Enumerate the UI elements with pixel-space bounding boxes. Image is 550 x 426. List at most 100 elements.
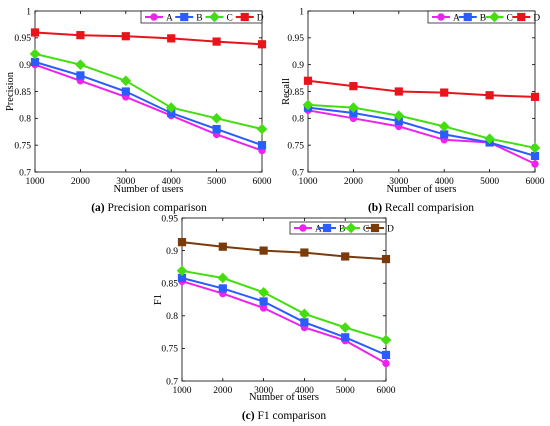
data-point	[121, 87, 130, 96]
legend-marker	[150, 13, 158, 21]
y-tick-label: 0.7	[19, 168, 31, 178]
data-point	[165, 102, 177, 113]
chart-caption: (c) F1 comparison	[242, 410, 327, 422]
caption-label: (c)	[242, 410, 255, 422]
data-point	[75, 59, 86, 70]
legend-box	[289, 221, 387, 235]
data-point	[381, 350, 391, 360]
y-tick-label: 0.7	[292, 168, 304, 178]
y-axis-label: Recall	[281, 78, 292, 105]
x-tick-label: 1000	[26, 177, 45, 187]
data-point	[302, 99, 314, 111]
legend-marker	[209, 11, 220, 23]
data-point	[339, 322, 351, 333]
x-tick-label: 4000	[162, 177, 181, 187]
y-axis-label: Precision	[5, 71, 16, 111]
series-line	[181, 241, 387, 261]
data-point	[120, 75, 132, 87]
data-point	[218, 242, 227, 251]
legend: A B C D	[427, 10, 540, 24]
y-tick-label: 0.95	[161, 214, 178, 224]
caption-label: (b)	[368, 202, 382, 214]
data-point	[438, 121, 450, 132]
series-D	[303, 76, 540, 101]
data-point	[212, 37, 221, 46]
data-point	[299, 308, 310, 320]
data-point	[530, 92, 540, 101]
series-D	[177, 238, 391, 264]
legend-marker	[437, 13, 445, 21]
series-D	[30, 28, 267, 49]
caption-text: Recall comparision	[385, 202, 474, 214]
y-tick-label: 0.95	[14, 34, 31, 44]
x-tick-label: 6000	[377, 386, 396, 396]
data-point	[531, 160, 539, 168]
legend-marker	[370, 223, 380, 233]
legend-marker	[322, 223, 332, 233]
data-point	[176, 265, 188, 277]
legend-box	[427, 10, 536, 24]
x-tick-label: 2000	[71, 177, 90, 187]
data-point	[380, 334, 392, 346]
legend-label: D	[257, 13, 264, 23]
data-point	[259, 246, 268, 255]
series-line	[34, 52, 263, 131]
x-tick-label: 3000	[254, 386, 273, 396]
x-tick-label: 4000	[435, 177, 454, 187]
data-point	[217, 272, 229, 284]
chart-2: 0.7 0.75 0.8 0.85 0.9 0.95 1 1000 2000 3000 4000 50…	[281, 7, 545, 214]
data-point	[177, 238, 187, 247]
series-C	[176, 265, 392, 346]
series-C	[302, 99, 541, 154]
data-point	[348, 102, 359, 113]
legend-label: A	[166, 13, 173, 23]
legend: A B C D	[140, 10, 264, 24]
series-C	[29, 48, 268, 135]
legend-label: C	[507, 13, 513, 23]
y-tick-label: 0.9	[292, 61, 304, 71]
data-point	[393, 110, 405, 121]
y-tick-label: 0.7	[166, 377, 178, 387]
legend: A B C D	[289, 221, 394, 235]
series-line	[307, 103, 536, 149]
x-tick-label: 6000	[526, 177, 545, 187]
legend-label: A	[315, 224, 322, 234]
y-tick-label: 0.85	[287, 88, 304, 98]
data-point	[212, 124, 221, 134]
y-tick-label: 1	[26, 7, 31, 17]
legend-label: B	[196, 13, 202, 23]
caption-text: Precision comparison	[107, 202, 207, 214]
chart-caption: (a) Precision comparison	[91, 202, 207, 214]
caption-text: F1 comparison	[257, 410, 326, 422]
data-point	[30, 57, 40, 67]
data-point	[257, 40, 267, 49]
data-point	[485, 91, 494, 100]
series-A	[31, 60, 266, 155]
legend-marker	[345, 222, 357, 234]
data-point	[300, 248, 309, 257]
legend-marker	[299, 224, 307, 232]
data-point	[259, 297, 268, 306]
x-tick-label: 2000	[213, 386, 232, 396]
series-line	[181, 280, 387, 365]
legend-label: A	[453, 13, 460, 23]
data-point	[76, 71, 85, 80]
series-line	[181, 277, 387, 356]
series-B	[30, 57, 267, 150]
legend-label: C	[363, 224, 369, 234]
y-tick-label: 0.8	[19, 115, 31, 125]
series-B	[303, 103, 540, 161]
x-tick-label: 5000	[207, 177, 226, 187]
data-point	[394, 87, 403, 96]
data-point	[256, 123, 268, 135]
legend-marker	[463, 12, 472, 22]
chart-3: 0.7 0.75 0.8 0.85 0.9 0.95 1000 2000 3000 4000 500…	[153, 214, 396, 422]
plot-frame	[181, 217, 387, 382]
x-tick-label: 3000	[389, 177, 408, 187]
data-point	[341, 252, 350, 261]
x-tick-label: 1000	[173, 386, 192, 396]
data-point	[167, 34, 176, 43]
series-line	[34, 63, 263, 152]
data-point	[484, 133, 495, 145]
data-point	[300, 318, 309, 327]
